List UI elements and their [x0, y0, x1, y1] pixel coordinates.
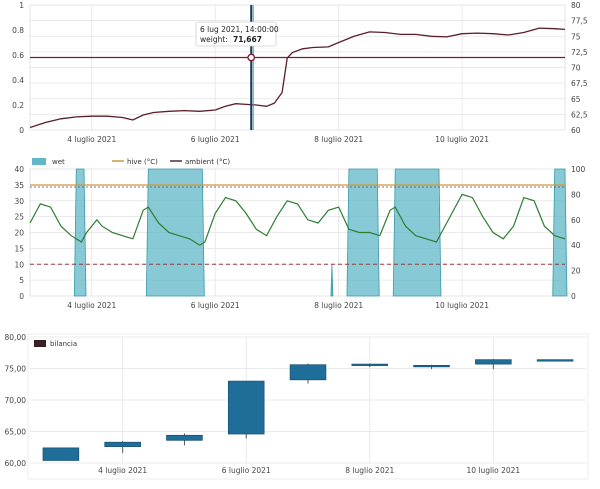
candle-body — [289, 364, 327, 381]
scale-legend: bilancia — [34, 340, 77, 348]
candle-body — [475, 359, 512, 365]
y-right-tick-label: 40 — [571, 241, 581, 250]
x-tick-label: 6 luglio 2021 — [222, 466, 271, 475]
legend-label-wet: wet — [52, 158, 65, 166]
y-left-tick-label: 15 — [14, 244, 24, 253]
scale-chart: bilancia 60,00 65,00 70,00 75,00 80,00 4 lug… — [5, 333, 589, 480]
candle-body — [227, 380, 265, 435]
y-right-tick-label: 77,5 — [571, 17, 588, 26]
y-left-tick-label: 10 — [14, 260, 24, 269]
y-right-tick-label: 80 — [571, 190, 581, 199]
wet-spike — [330, 264, 334, 297]
y-left-tick-label: 0.2 — [12, 101, 24, 110]
y-right-tick-label: 62,5 — [571, 110, 588, 119]
legend-label-bilancia: bilancia — [50, 340, 77, 348]
candle-body — [413, 365, 450, 368]
x-tick-label: 6 luglio 2021 — [191, 135, 240, 144]
wet-band — [73, 168, 87, 297]
x-tick-label: 10 luglio 2021 — [435, 135, 489, 144]
tooltip: 6 lug 2021, 14:00:00 weight: 71,667 — [195, 21, 279, 47]
y-right-tick-label: 80 — [571, 1, 581, 10]
x-tick-label: 10 luglio 2021 — [435, 301, 489, 310]
y-left-tick-label: 5 — [19, 276, 24, 285]
y-left-tick-label: 25 — [14, 213, 24, 222]
y-left-tick-label: 20 — [14, 229, 24, 238]
wet-band — [392, 168, 442, 297]
candle-body — [166, 434, 203, 441]
y-right-tick-label: 20 — [571, 267, 581, 276]
y-tick-label: 70,00 — [5, 396, 27, 405]
y-tick-label: 75,00 — [5, 365, 27, 374]
y-left-tick-label: 0.6 — [12, 51, 24, 60]
y-left-tick-label: 0 — [19, 292, 24, 301]
x-tick-label: 6 luglio 2021 — [191, 301, 240, 310]
y-right-tick-label: 60 — [571, 216, 581, 225]
tooltip-value: 71,667 — [233, 35, 262, 44]
x-tick-label: 4 luglio 2021 — [98, 466, 147, 475]
candle-body — [536, 359, 574, 362]
y-tick-label: 60,00 — [5, 459, 27, 468]
y-right-tick-label: 72,5 — [571, 48, 588, 57]
y-left-tick-label: 30 — [14, 197, 24, 206]
y-right-tick-label: 0 — [571, 292, 576, 301]
y-left-tick-label: 1 — [19, 1, 24, 10]
x-tick-label: 4 luglio 2021 — [67, 135, 116, 144]
legend-label-ambient: ambient (°C) — [185, 158, 230, 166]
climate-legend: wet hive (°C) ambient (°C) — [32, 158, 230, 166]
legend-swatch-bilancia — [34, 340, 46, 347]
y-right-tick-label: 60 — [571, 126, 581, 135]
wet-band — [145, 168, 205, 297]
temperature-line — [29, 193, 566, 246]
weight-chart: 0 0.2 0.4 0.6 0.8 1 60 62,5 65 67,5 70 72,5 75 77,5 8… — [12, 1, 588, 144]
y-right-tick-label: 75 — [571, 32, 581, 41]
y-tick-label: 65,00 — [5, 428, 27, 437]
tooltip-label: weight: — [200, 35, 228, 44]
x-tick-label: 4 luglio 2021 — [67, 301, 116, 310]
legend-swatch-wet — [32, 158, 46, 165]
legend-label-hive: hive (°C) — [127, 158, 158, 166]
y-left-tick-label: 0.4 — [12, 76, 24, 85]
candle-body — [42, 447, 80, 461]
y-right-tick-label: 65 — [571, 95, 581, 104]
y-tick-label: 80,00 — [5, 333, 27, 342]
candle-body — [351, 363, 389, 366]
x-tick-label: 8 luglio 2021 — [314, 301, 363, 310]
wet-band — [552, 168, 568, 297]
candle-body — [104, 441, 141, 447]
tooltip-date: 6 lug 2021, 14:00:00 — [200, 25, 279, 34]
y-right-tick-label: 67,5 — [571, 79, 588, 88]
x-tick-label: 8 luglio 2021 — [314, 135, 363, 144]
x-tick-label: 10 luglio 2021 — [466, 466, 520, 475]
y-right-tick-label: 100 — [571, 165, 586, 174]
weight-line — [29, 27, 566, 129]
climate-chart: wet hive (°C) ambient (°C) 0 5 10 15 20 25 30 3… — [14, 158, 586, 310]
x-tick-label: 8 luglio 2021 — [345, 466, 394, 475]
crosshair-marker — [247, 53, 256, 62]
y-left-tick-label: 0 — [19, 126, 24, 135]
y-right-tick-label: 70 — [571, 64, 581, 73]
y-left-tick-label: 0.8 — [12, 26, 24, 35]
y-left-tick-label: 35 — [14, 181, 24, 190]
y-left-tick-label: 40 — [14, 165, 24, 174]
